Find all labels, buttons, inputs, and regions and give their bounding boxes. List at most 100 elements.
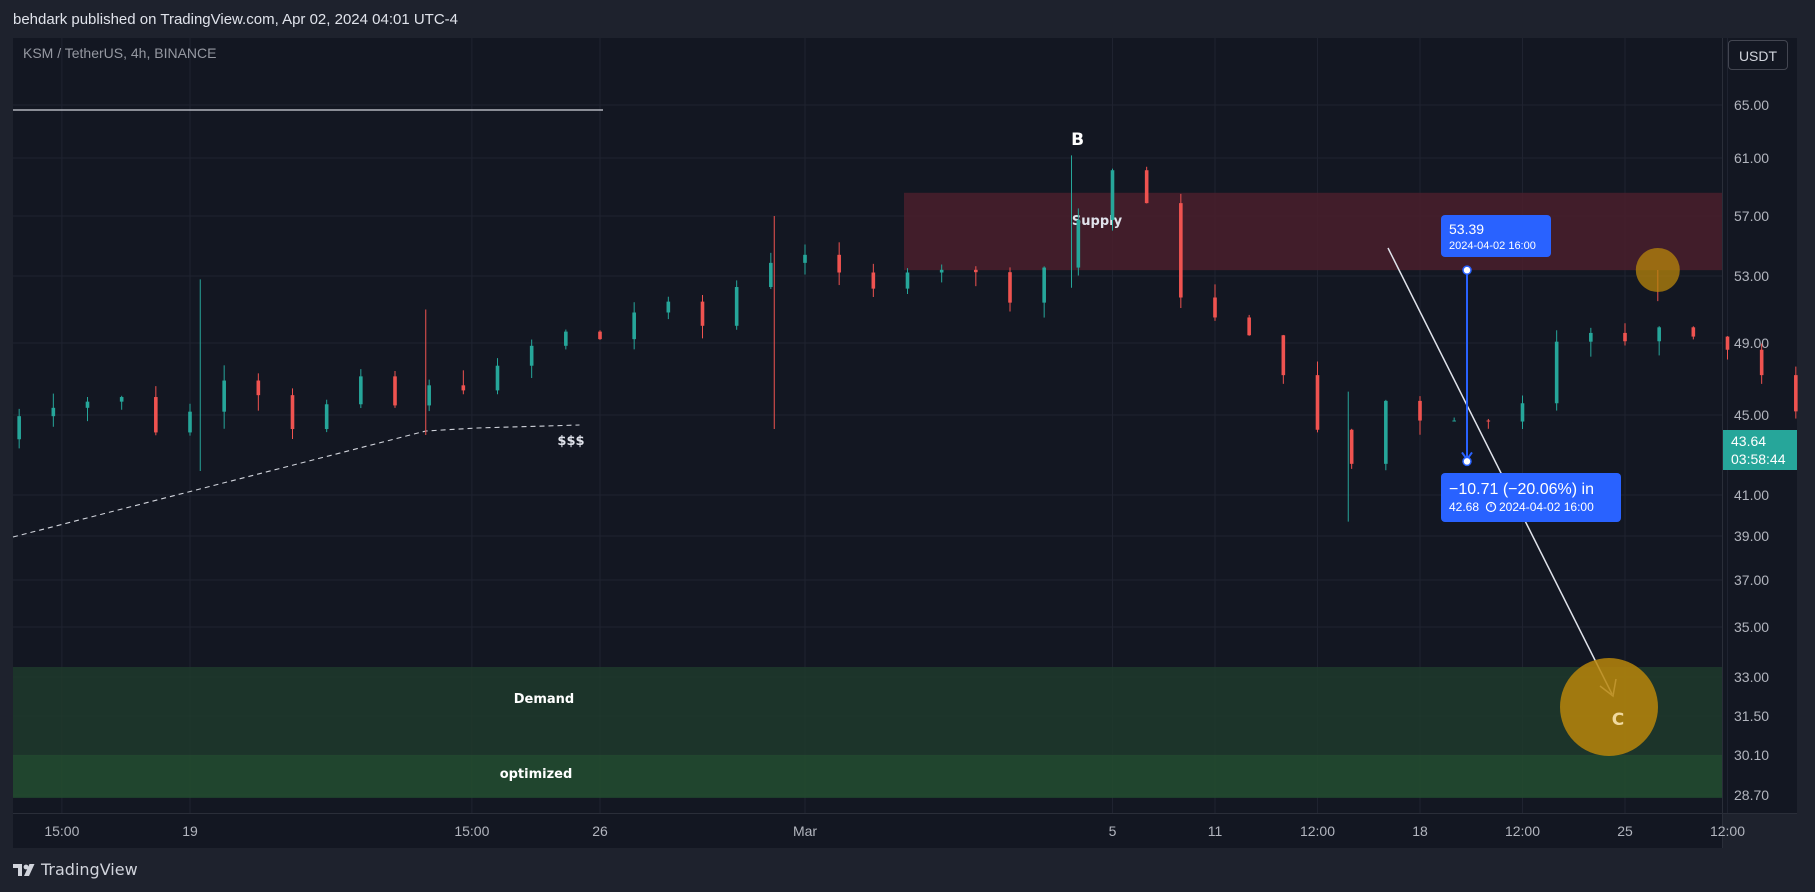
measure-start-handle[interactable] <box>1462 265 1472 275</box>
measure-change-text: −10.71 (−20.06%) in <box>1449 481 1594 498</box>
optimized-label: optimized <box>500 767 573 782</box>
candle-body[interactable] <box>495 365 500 391</box>
measure-bottom-date: 2024-04-02 16:00 <box>1499 500 1594 514</box>
candle-body[interactable] <box>1486 420 1491 422</box>
y-tick-label: 35.00 <box>1734 619 1769 635</box>
candle-body[interactable] <box>1725 336 1730 350</box>
y-tick-label: 39.00 <box>1734 528 1769 544</box>
measure-top-label[interactable] <box>1441 215 1551 257</box>
candle-body[interactable] <box>734 287 739 326</box>
target-c-circle[interactable] <box>1560 658 1658 756</box>
last-price-value: 43.64 <box>1731 433 1766 449</box>
candle-body[interactable] <box>1281 335 1286 376</box>
y-tick-label: 49.00 <box>1734 335 1769 351</box>
candle-body[interactable] <box>529 345 534 366</box>
candle-body[interactable] <box>461 385 466 391</box>
candle-body[interactable] <box>324 404 329 430</box>
y-tick-label: 53.00 <box>1734 268 1769 284</box>
x-tick-label: 26 <box>592 823 608 839</box>
candle-body[interactable] <box>427 385 431 406</box>
tradingview-logo-icon[interactable] <box>13 862 39 878</box>
optimized-zone[interactable] <box>13 755 1722 798</box>
candle-body[interactable] <box>1349 429 1354 464</box>
candle-body[interactable] <box>17 416 21 440</box>
candle-body[interactable] <box>1452 420 1456 422</box>
candle-body[interactable] <box>1794 375 1798 412</box>
demand-zone[interactable] <box>13 667 1722 755</box>
candle-body[interactable] <box>1213 297 1217 318</box>
candle-body[interactable] <box>119 397 124 402</box>
candle-body[interactable] <box>1691 327 1696 337</box>
tradingview-brand[interactable]: TradingView <box>41 860 138 879</box>
candle-body[interactable] <box>51 407 56 417</box>
candle-body[interactable] <box>1759 349 1764 376</box>
last-price-badge[interactable] <box>1723 430 1797 470</box>
retest-highlight-circle[interactable] <box>1635 248 1680 292</box>
candle-body[interactable] <box>1110 170 1115 220</box>
candle-body[interactable] <box>939 269 944 273</box>
supply-zone[interactable] <box>904 192 1722 271</box>
candle-body[interactable] <box>564 331 568 346</box>
y-tick-label: 65.00 <box>1734 97 1769 113</box>
candle-body[interactable] <box>256 380 261 396</box>
x-tick-label: Mar <box>793 823 817 839</box>
candle-body[interactable] <box>803 254 807 263</box>
projection-arrow[interactable] <box>1387 247 1613 695</box>
measure-end-handle[interactable] <box>1462 456 1472 467</box>
candle-body[interactable] <box>632 312 636 340</box>
candle-body[interactable] <box>1042 267 1046 303</box>
candle-body[interactable] <box>1076 219 1081 268</box>
y-tick-label: 57.00 <box>1734 208 1769 224</box>
candle-body[interactable] <box>769 262 773 288</box>
candle-body[interactable] <box>905 272 910 289</box>
candle-body[interactable] <box>1554 341 1559 404</box>
candle-body[interactable] <box>188 411 192 433</box>
publish-header: behdark published on TradingView.com, Ap… <box>0 0 1815 38</box>
candle-body[interactable] <box>222 380 226 412</box>
price-axis[interactable] <box>1722 38 1797 813</box>
candle-body[interactable] <box>393 376 397 406</box>
measure-top-date: 2024-04-02 16:00 <box>1449 240 1536 252</box>
candle-body[interactable] <box>598 331 602 340</box>
candle-body[interactable] <box>1623 332 1627 342</box>
demand-label: Demand <box>514 692 575 707</box>
candle-body[interactable] <box>154 397 158 433</box>
x-tick-label: 19 <box>182 823 198 839</box>
bar-countdown: 03:58:44 <box>1731 451 1786 467</box>
x-tick-label: 12:00 <box>1710 823 1745 839</box>
time-axis[interactable] <box>13 813 1722 848</box>
candle-body[interactable] <box>700 301 705 326</box>
candle-body[interactable] <box>1144 170 1149 204</box>
candle-body[interactable] <box>666 301 671 313</box>
liquidity-trendline[interactable] <box>12 424 580 538</box>
y-tick-label: 33.00 <box>1734 669 1769 685</box>
candle-body[interactable] <box>871 272 876 289</box>
candle-body[interactable] <box>1520 403 1525 422</box>
y-tick-label: 31.50 <box>1734 708 1769 724</box>
candle-body[interactable] <box>85 401 90 408</box>
x-tick-label: 11 <box>1208 823 1223 839</box>
publish-line: behdark published on TradingView.com, Ap… <box>13 11 459 28</box>
candle-body[interactable] <box>1657 327 1661 342</box>
symbol-line: KSM / TetherUS, 4h, BINANCE <box>23 45 217 61</box>
measure-bottom-label[interactable] <box>1441 473 1621 522</box>
x-tick-label: 12:00 <box>1300 823 1335 839</box>
wave-b-label: B <box>1071 130 1084 150</box>
candle-body[interactable] <box>1589 332 1593 342</box>
currency-button[interactable]: USDT <box>1728 40 1788 70</box>
measure-bottom-value: 42.68 <box>1449 500 1479 514</box>
candle-body[interactable] <box>1315 375 1320 430</box>
wave-c-label: C <box>1612 710 1624 730</box>
candle-body[interactable] <box>1384 400 1388 464</box>
liquidity-label: $$$ <box>557 434 584 449</box>
candle-body[interactable] <box>359 376 363 405</box>
candle-body[interactable] <box>1179 203 1183 298</box>
candle-body[interactable] <box>1008 272 1012 303</box>
candle-body[interactable] <box>290 395 295 430</box>
x-tick-label: 25 <box>1617 823 1633 839</box>
candle-body[interactable] <box>1247 317 1251 336</box>
candle-body[interactable] <box>974 269 978 273</box>
candle-body[interactable] <box>837 254 841 273</box>
candle-body[interactable] <box>1418 400 1422 421</box>
